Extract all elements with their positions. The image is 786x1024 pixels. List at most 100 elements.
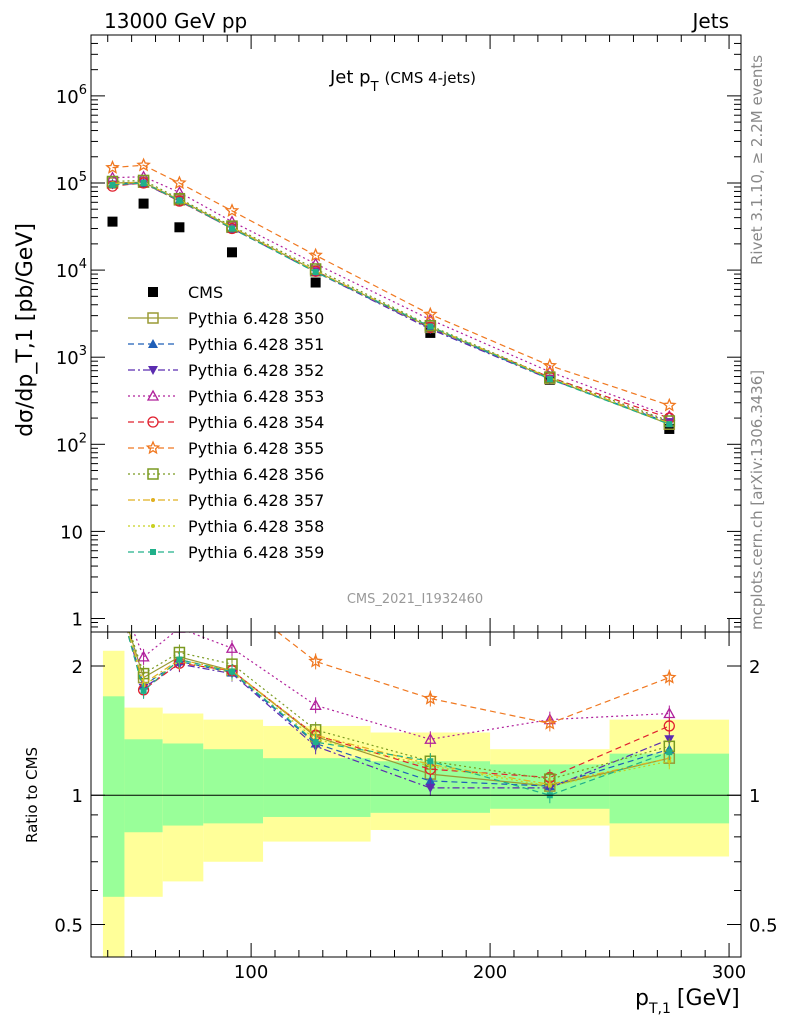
- ratio-point: [663, 707, 676, 719]
- legend-label: Pythia 6.428 352: [188, 361, 324, 380]
- ratio-point: [547, 784, 552, 789]
- y-tick-label: 10: [60, 522, 83, 543]
- series-line: [112, 182, 670, 425]
- data-point: [312, 269, 319, 276]
- legend-label: Pythia 6.428 355: [188, 439, 324, 458]
- data-point: [228, 225, 235, 232]
- ratio-point: [424, 732, 437, 744]
- ratio-point: [308, 653, 323, 668]
- ratio-frame: [90, 631, 742, 958]
- ratio-xlabel: pT,1 [GeV]: [635, 986, 740, 1017]
- data-point: [666, 421, 673, 428]
- data-point: [105, 159, 120, 174]
- y-tick-label: 1: [72, 610, 83, 631]
- ratio-point: [225, 641, 239, 653]
- legend: CMS Pythia 6.428 350 Pythia 6.428 351 Pythi…: [128, 283, 324, 562]
- ratio-panel: 0.5 0.5 1 1 2 2 100 200 300 Ratio to CMS pT,1 [Ge…: [23, 588, 778, 1017]
- data-point: [424, 319, 437, 332]
- data-point: [422, 306, 438, 321]
- data-point: [546, 376, 553, 383]
- series-line: [112, 164, 670, 406]
- series-line: [112, 176, 670, 417]
- data-point: [542, 357, 558, 372]
- ratio-line: [127, 632, 670, 786]
- ratio-line: [129, 632, 670, 780]
- legend-entry: Pythia 6.428 354: [128, 413, 324, 432]
- x-tick-label: 100: [234, 962, 268, 983]
- series-line: [112, 182, 670, 424]
- ratio-point: [226, 591, 237, 602]
- ratio-xlabel-unit: [GeV]: [677, 986, 740, 1011]
- ratio-line: [127, 632, 670, 787]
- legend-entry: Pythia 6.428 358: [128, 517, 324, 536]
- legend-label: Pythia 6.428 358: [188, 517, 324, 536]
- data-point: [176, 197, 183, 204]
- rivet-label: Rivet 3.1.10, ≥ 2.2M events: [748, 55, 766, 265]
- legend-entry: Pythia 6.428 355: [128, 439, 324, 458]
- data-point: [140, 179, 147, 186]
- x-tick-label: 200: [473, 962, 507, 983]
- legend-entry: CMS: [148, 283, 223, 302]
- energy-label: 13000 GeV pp: [104, 9, 247, 33]
- y-tick-label: 105: [56, 170, 87, 195]
- ratio-point: [666, 749, 673, 756]
- data-point: [543, 365, 556, 377]
- legend-label: Pythia 6.428 353: [188, 387, 324, 406]
- main-title-text: Jet p: [329, 67, 371, 88]
- legend-marker: [146, 389, 160, 401]
- legend-label: Pythia 6.428 350: [188, 309, 324, 328]
- ratio-y-tick-label: 2: [72, 657, 83, 678]
- data-point: [427, 323, 434, 330]
- ratio-xlabel-sub: T,1: [648, 1001, 671, 1017]
- ratio-point: [138, 601, 149, 612]
- x-tick-label: 300: [712, 962, 746, 983]
- y-tick-label: 103: [56, 344, 87, 369]
- ratio-point: [542, 715, 558, 730]
- legend-entry: Pythia 6.428 356: [128, 465, 324, 484]
- ratio-y-tick-label-right: 2: [749, 657, 760, 678]
- ratio-ylabel: Ratio to CMS: [23, 747, 41, 843]
- ratio-line: [127, 632, 670, 789]
- ratio-axes: 0.5 0.5 1 1 2 2 100 200 300: [54, 631, 778, 983]
- legend-marker: [151, 524, 155, 528]
- ratio-point: [667, 759, 672, 764]
- ratio-point: [140, 687, 147, 694]
- ratio-point: [174, 588, 185, 599]
- y-tick-label: 102: [56, 431, 87, 456]
- mcplots-label: mcplots.cern.ch [arXiv:1306.3436]: [748, 370, 766, 630]
- main-title-note: (CMS 4-jets): [385, 69, 476, 87]
- legend-label: CMS: [188, 283, 223, 302]
- uncertainty-band-inner: [124, 739, 163, 833]
- legend-label: Pythia 6.428 357: [188, 491, 324, 510]
- ratio-series: [126, 588, 677, 804]
- uncertainty-band-inner: [162, 743, 204, 826]
- data-point: [544, 371, 556, 383]
- ratio-y-tick-label-right: 0.5: [749, 915, 778, 936]
- series-10: [109, 179, 673, 428]
- y-tick-label: 104: [56, 257, 87, 282]
- uncertainty-band-inner: [263, 758, 371, 817]
- ratio-y-tick-label-right: 1: [749, 786, 760, 807]
- analysis-id: CMS_2021_I1932460: [347, 592, 483, 607]
- data-point: [107, 216, 118, 227]
- legend-label: Pythia 6.428 356: [188, 465, 324, 484]
- ratio-y-tick-label: 1: [72, 786, 83, 807]
- ratio-xlabel-main: p: [635, 986, 649, 1011]
- ratio-bands: [102, 650, 730, 957]
- uncertainty-band-inner: [203, 749, 264, 824]
- y-tick-label: 106: [56, 83, 87, 108]
- main-ylabel: dσ/dp_T,1 [pb/GeV]: [13, 223, 38, 437]
- data-point: [136, 157, 151, 172]
- legend-entry: Pythia 6.428 351: [128, 335, 324, 354]
- legend-marker: [148, 287, 158, 297]
- main-series: [105, 157, 677, 434]
- legend-marker: [147, 416, 159, 428]
- ratio-point: [422, 690, 438, 705]
- legend-entry: Pythia 6.428 350: [128, 309, 324, 328]
- ratio-point: [312, 739, 319, 746]
- data-point: [138, 198, 149, 209]
- legend-entry: Pythia 6.428 352: [128, 361, 324, 380]
- data-point: [224, 203, 240, 217]
- legend-label: Pythia 6.428 351: [188, 335, 324, 354]
- legend-entry: Pythia 6.428 359: [128, 543, 324, 562]
